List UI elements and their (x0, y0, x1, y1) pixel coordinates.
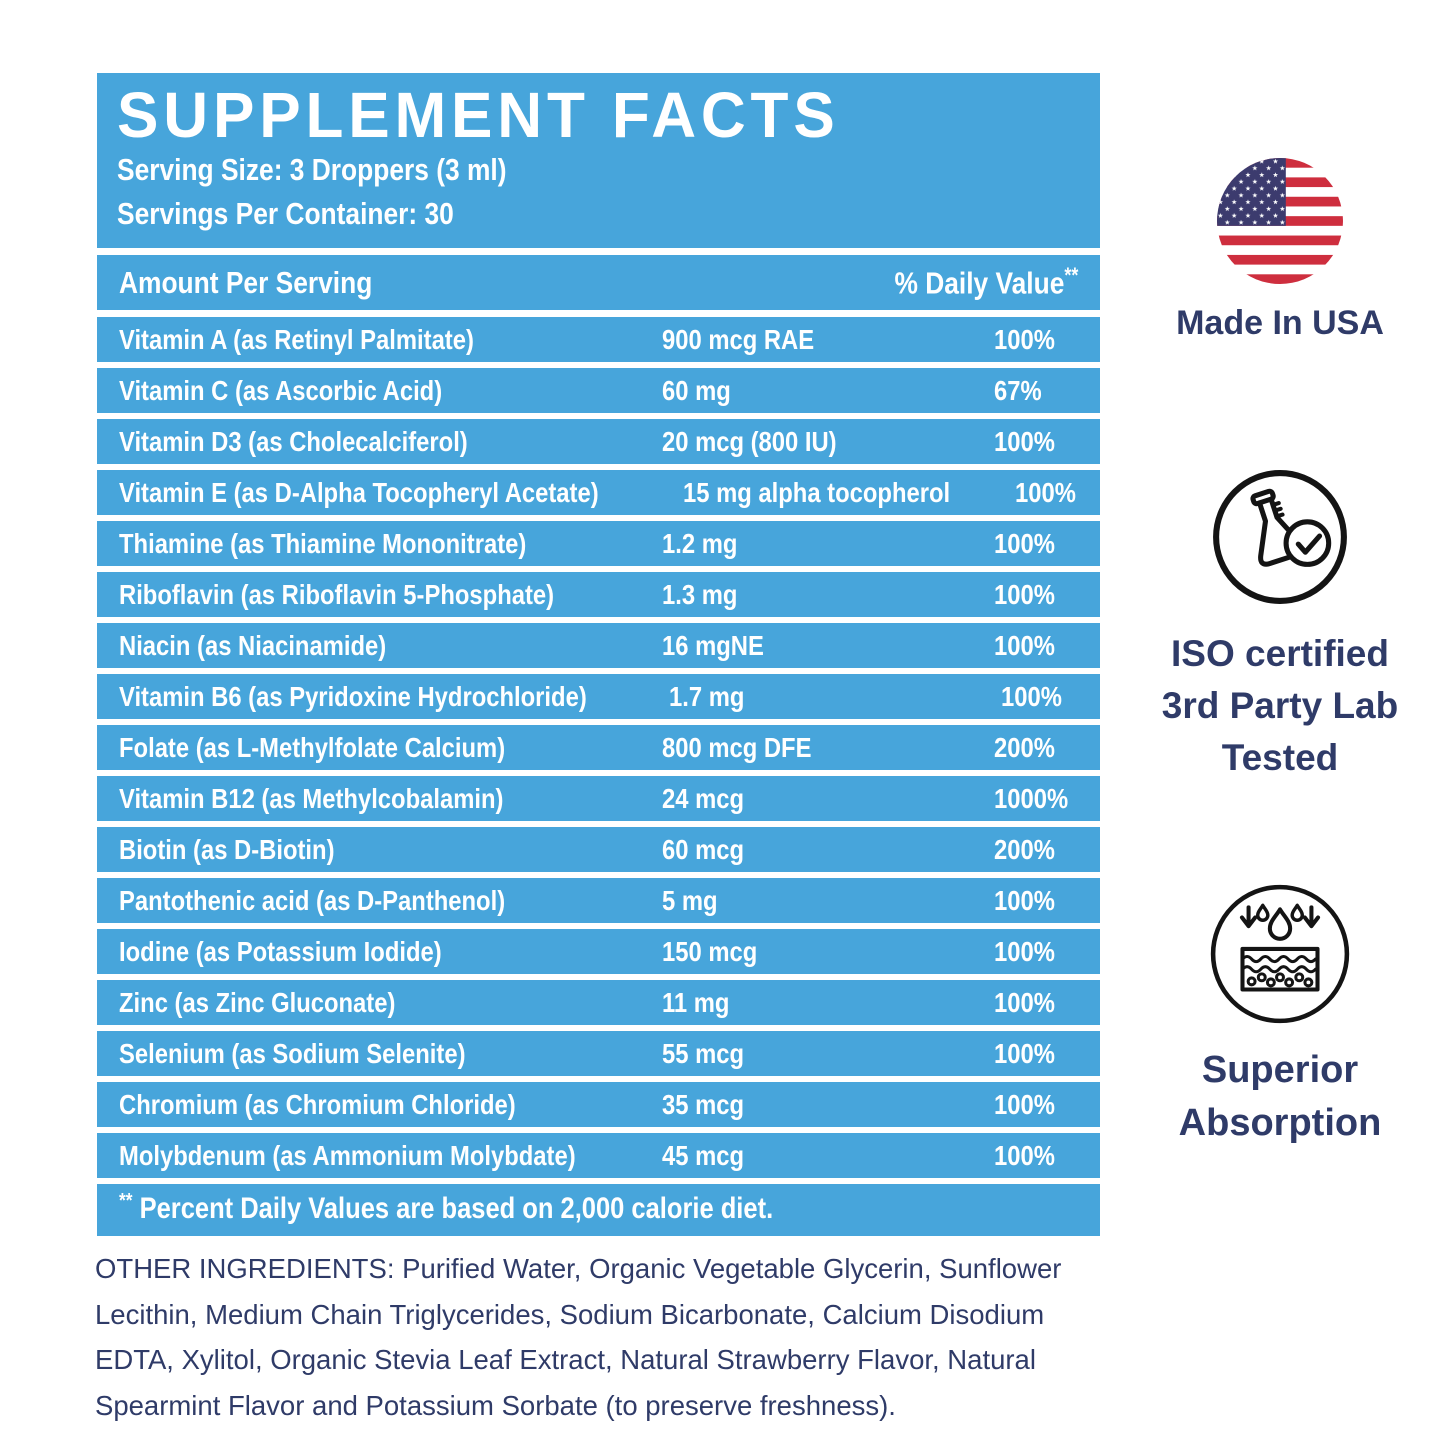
iso-label-line-3: Tested (1221, 736, 1339, 778)
table-row: Molybdenum (as Ammonium Molybdate) 45 mc… (97, 1133, 1100, 1179)
nutrient-daily-value: 100% (994, 935, 1055, 967)
table-row: Vitamin C (as Ascorbic Acid) 60 mg 67% (97, 368, 1100, 414)
nutrient-amount: 60 mcg (662, 833, 745, 865)
nutrient-daily-value: 100% (994, 527, 1055, 559)
made-in-usa-badge: Made In USA (1130, 158, 1430, 348)
absorption-label-line-2: Absorption (1178, 1102, 1382, 1145)
nutrient-daily-value: 100% (1001, 680, 1063, 712)
nutrient-daily-value: 100% (994, 1037, 1055, 1069)
amount-column-header: Amount Per Serving (119, 264, 373, 300)
nutrient-daily-value: 200% (994, 833, 1055, 865)
nutrient-name: Vitamin B6 (as Pyridoxine Hydrochloride) (119, 680, 587, 712)
table-row: Vitamin E (as D-Alpha Tocopheryl Acetate… (97, 470, 1100, 516)
nutrient-amount: 24 mcg (662, 782, 745, 814)
nutrient-daily-value: 200% (994, 731, 1055, 763)
label-header: SUPPLEMENT FACTS Serving Size: 3 Dropper… (97, 73, 1100, 249)
table-row: Selenium (as Sodium Selenite) 55 mcg 100… (97, 1031, 1100, 1077)
nutrient-name: Vitamin B12 (as Methylcobalamin) (119, 782, 504, 814)
column-header-row: Amount Per Serving % Daily Value** (97, 255, 1100, 311)
footnote-text: Percent Daily Values are based on 2,000 … (139, 1192, 774, 1226)
absorption-label-line-1: Superior (1201, 1049, 1359, 1091)
nutrient-daily-value: 100% (994, 629, 1055, 661)
nutrient-name: Selenium (as Sodium Selenite) (119, 1037, 466, 1069)
nutrient-amount: 800 mcg DFE (662, 731, 812, 763)
daily-value-asterisks: ** (1064, 264, 1078, 288)
nutrient-amount: 150 mcg (662, 935, 758, 967)
nutrient-amount: 1.2 mg (662, 527, 738, 559)
nutrient-name: Vitamin E (as D-Alpha Tocopheryl Acetate… (119, 476, 599, 508)
nutrient-daily-value: 1000% (994, 782, 1069, 814)
table-row: Riboflavin (as Riboflavin 5-Phosphate) 1… (97, 572, 1100, 618)
supplement-facts-label: SUPPLEMENT FACTS Serving Size: 3 Dropper… (97, 73, 1100, 1237)
usa-flag-icon (1217, 158, 1343, 284)
nutrient-daily-value: 100% (994, 884, 1055, 916)
nutrient-name: Thiamine (as Thiamine Mononitrate) (119, 527, 527, 559)
iso-certified-badge: ISO certified 3rd Party Lab Tested (1130, 466, 1430, 783)
table-row: Niacin (as Niacinamide) 16 mgNE 100% (97, 623, 1100, 669)
nutrient-name: Molybdenum (as Ammonium Molybdate) (119, 1139, 576, 1171)
lab-flask-check-icon (1209, 466, 1351, 604)
nutrient-name: Chromium (as Chromium Chloride) (119, 1088, 516, 1120)
servings-per-container: Servings Per Container: 30 (117, 196, 454, 232)
other-ingredients-text: OTHER INGREDIENTS: Purified Water, Organ… (95, 1253, 1062, 1421)
nutrient-name: Iodine (as Potassium Iodide) (119, 935, 442, 967)
serving-size: Serving Size: 3 Droppers (3 ml) (117, 152, 507, 188)
nutrient-daily-value: 100% (1015, 476, 1077, 508)
nutrient-amount: 1.7 mg (669, 680, 745, 712)
nutrient-amount: 16 mgNE (662, 629, 764, 661)
iso-label-line-2: 3rd Party Lab (1161, 684, 1399, 726)
daily-value-footnote: ** Percent Daily Values are based on 2,0… (97, 1184, 1100, 1237)
iso-label-line-1: ISO certified (1171, 633, 1389, 674)
table-row: Iodine (as Potassium Iodide) 150 mcg 100… (97, 929, 1100, 975)
table-row: Zinc (as Zinc Gluconate) 11 mg 100% (97, 980, 1100, 1026)
nutrient-name: Pantothenic acid (as D-Panthenol) (119, 884, 506, 916)
nutrient-name: Vitamin D3 (as Cholecalciferol) (119, 425, 468, 457)
table-row: Pantothenic acid (as D-Panthenol) 5 mg 1… (97, 878, 1100, 924)
label-title: SUPPLEMENT FACTS (117, 79, 840, 151)
nutrient-name: Vitamin C (as Ascorbic Acid) (119, 374, 443, 406)
nutrient-amount: 11 mg (662, 986, 730, 1018)
table-row: Chromium (as Chromium Chloride) 35 mcg 1… (97, 1082, 1100, 1128)
nutrient-daily-value: 100% (994, 986, 1055, 1018)
nutrient-amount: 45 mcg (662, 1139, 745, 1171)
table-row: Vitamin A (as Retinyl Palmitate) 900 mcg… (97, 317, 1100, 363)
nutrient-name: Vitamin A (as Retinyl Palmitate) (119, 323, 474, 355)
table-row: Vitamin B12 (as Methylcobalamin) 24 mcg … (97, 776, 1100, 822)
nutrient-amount: 15 mg alpha tocopherol (683, 476, 951, 508)
skin-absorption-icon (1206, 880, 1354, 1024)
nutrient-amount: 1.3 mg (662, 578, 738, 610)
table-row: Vitamin D3 (as Cholecalciferol) 20 mcg (… (97, 419, 1100, 465)
nutrient-amount: 20 mcg (800 IU) (662, 425, 837, 457)
nutrient-amount: 900 mcg RAE (662, 323, 815, 355)
table-row: Thiamine (as Thiamine Mononitrate) 1.2 m… (97, 521, 1100, 567)
nutrient-name: Zinc (as Zinc Gluconate) (119, 986, 396, 1018)
nutrient-amount: 60 mg (662, 374, 731, 406)
made-in-usa-label: Made In USA (1176, 304, 1384, 342)
nutrient-amount: 35 mcg (662, 1088, 745, 1120)
footnote-asterisks: ** (119, 1190, 133, 1213)
nutrient-name: Riboflavin (as Riboflavin 5-Phosphate) (119, 578, 555, 610)
nutrient-amount: 5 mg (662, 884, 718, 916)
nutrient-name: Niacin (as Niacinamide) (119, 629, 387, 661)
nutrient-daily-value: 100% (994, 1139, 1055, 1171)
daily-value-column-header: % Daily Value** (894, 264, 1078, 301)
table-row: Vitamin B6 (as Pyridoxine Hydrochloride)… (97, 674, 1100, 720)
nutrient-daily-value: 100% (994, 1088, 1055, 1120)
table-row: Biotin (as D-Biotin) 60 mcg 200% (97, 827, 1100, 873)
table-row: Folate (as L-Methylfolate Calcium) 800 m… (97, 725, 1100, 771)
nutrient-daily-value: 100% (994, 578, 1055, 610)
superior-absorption-badge: Superior Absorption (1130, 880, 1430, 1150)
nutrient-name: Folate (as L-Methylfolate Calcium) (119, 731, 506, 763)
nutrient-daily-value: 67% (994, 374, 1042, 406)
nutrient-daily-value: 100% (994, 323, 1055, 355)
nutrient-amount: 55 mcg (662, 1037, 745, 1069)
nutrient-daily-value: 100% (994, 425, 1055, 457)
nutrient-name: Biotin (as D-Biotin) (119, 833, 335, 865)
